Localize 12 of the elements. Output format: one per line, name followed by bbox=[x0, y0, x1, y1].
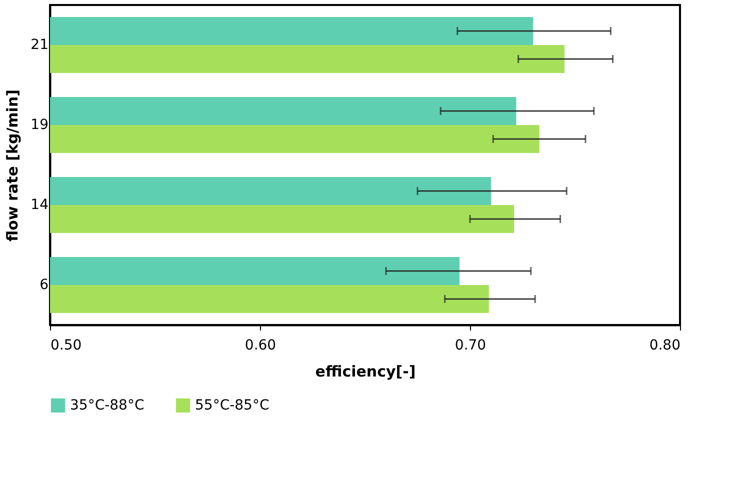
y-tick-label: 21 bbox=[30, 37, 48, 53]
y-axis-title: flow rate [kg/min] bbox=[4, 90, 22, 242]
x-tick-label: 0.80 bbox=[649, 338, 680, 354]
y-tick-label: 19 bbox=[30, 117, 48, 133]
legend-label: 35°C-88°C bbox=[70, 397, 144, 414]
legend-label: 55°C-85°C bbox=[195, 397, 270, 414]
x-axis-title: efficiency[-] bbox=[315, 362, 416, 380]
x-tick-label: 0.70 bbox=[454, 338, 486, 354]
x-tick-label: 0.50 bbox=[50, 338, 82, 354]
y-tick-label: 14 bbox=[30, 197, 49, 213]
y-tick-label: 6 bbox=[40, 277, 49, 293]
x-tick-label: 0.60 bbox=[244, 338, 276, 354]
